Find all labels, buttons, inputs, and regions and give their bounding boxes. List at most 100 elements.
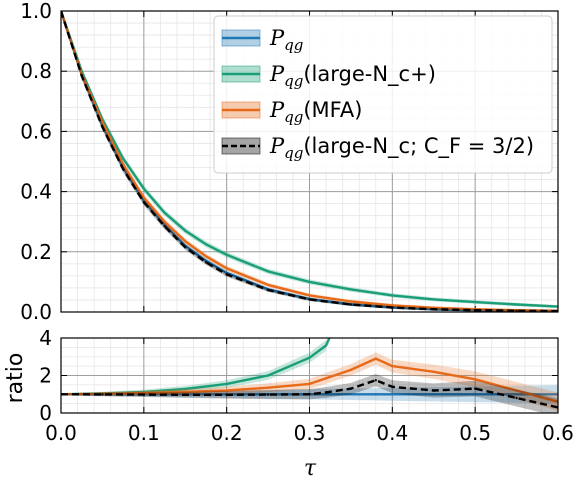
data-point [308, 280, 311, 284]
y-tick-label: 0.0 [20, 300, 52, 324]
data-point [308, 294, 311, 297]
data-point [142, 393, 146, 396]
legend: PqgPqg(large-N_c+)Pqg(MFA)Pqg(large-N_c;… [213, 15, 553, 174]
data-point [184, 229, 187, 232]
data-point [225, 267, 228, 270]
data-point [515, 393, 518, 396]
data-point [225, 382, 228, 386]
data-point [349, 387, 353, 390]
legend-swatch [221, 65, 261, 83]
data-point [432, 393, 435, 396]
legend-symbol: P [269, 134, 285, 158]
x-tick-label: 0.4 [376, 421, 408, 445]
data-point [349, 368, 353, 372]
axes-frame [60, 337, 559, 414]
legend-entry-label: Pqg(large-N_c+) [269, 62, 436, 90]
x-tick-label: 0.2 [211, 421, 243, 445]
series-group [61, 11, 558, 312]
data-point [142, 187, 146, 190]
data-point [349, 303, 353, 306]
data-point [101, 125, 104, 129]
axes-frame [60, 10, 559, 313]
data-point [374, 378, 377, 382]
data-point [204, 243, 208, 246]
series-group [61, 340, 558, 413]
y-tick-label: 0 [39, 401, 52, 425]
data-point [515, 309, 518, 312]
data-point [225, 253, 228, 257]
data-point [473, 387, 477, 390]
y-tick-label: 1.0 [20, 0, 52, 23]
data-point [101, 393, 104, 396]
data-point [473, 300, 477, 304]
data-point [308, 382, 311, 386]
data-point [204, 255, 208, 258]
x-tick-label: 0.3 [294, 421, 326, 445]
data-point [266, 386, 270, 389]
data-point [266, 288, 270, 292]
legend-suffix: (large-N_c; C_F = 3/2) [303, 134, 534, 159]
legend-suffix: (large-N_c+) [303, 62, 436, 87]
data-point [184, 240, 187, 243]
data-point [391, 385, 394, 388]
data-point [142, 196, 146, 199]
data-point [101, 121, 104, 124]
y-tick-label: 0.8 [20, 59, 52, 83]
data-point [308, 393, 311, 396]
data-point [515, 389, 518, 392]
y-tick-label: 4 [39, 326, 52, 350]
data-point [432, 389, 435, 392]
data-point [266, 283, 270, 287]
series-line-extension [324, 338, 331, 346]
x-tick-label: 0.5 [459, 421, 491, 445]
data-point [225, 389, 228, 392]
x-tick-label: 0.1 [128, 421, 160, 445]
data-point [391, 304, 394, 307]
data-point [432, 308, 435, 311]
legend-box [213, 15, 553, 174]
data-point [391, 364, 394, 368]
data-point [324, 391, 328, 394]
y-tick-label: 0.4 [20, 180, 52, 204]
legend-swatch [221, 137, 261, 155]
data-point [142, 200, 146, 204]
data-point [184, 387, 187, 391]
data-point [266, 270, 270, 273]
data-point [163, 211, 166, 214]
data-point [121, 163, 125, 166]
data-point [473, 378, 477, 381]
legend-symbol: P [269, 26, 285, 50]
y-tick-label: 0.2 [20, 240, 52, 264]
data-point [473, 393, 477, 396]
data-point [349, 393, 353, 396]
x-axis-label: τ [304, 456, 317, 481]
data-point [349, 288, 353, 291]
data-point [266, 374, 270, 377]
data-point [515, 303, 518, 306]
data-point [308, 298, 311, 301]
data-point [225, 393, 228, 397]
data-point [473, 308, 477, 312]
data-point [391, 306, 394, 309]
data-point [121, 157, 125, 160]
legend-entry-label: Pqg [269, 26, 303, 54]
data-point [391, 393, 394, 396]
data-point [349, 300, 353, 303]
data-point [225, 273, 228, 276]
legend-subscript: qg [284, 72, 303, 90]
data-point [184, 246, 187, 249]
y-tick-label: 0.6 [20, 119, 52, 143]
data-point [80, 74, 83, 77]
data-point [204, 261, 208, 264]
ratio-panel: 0.0 0.1 0.2 0.3 0.4 0.5 0.6 0 2 4 [39, 326, 574, 445]
legend-swatch [221, 101, 261, 119]
data-point [266, 393, 270, 396]
legend-subscript: qg [284, 36, 303, 54]
legend-swatch [221, 29, 261, 47]
data-point [163, 220, 166, 223]
data-point [432, 298, 435, 301]
data-point [324, 377, 328, 380]
data-point [163, 225, 166, 228]
data-point [374, 357, 377, 360]
